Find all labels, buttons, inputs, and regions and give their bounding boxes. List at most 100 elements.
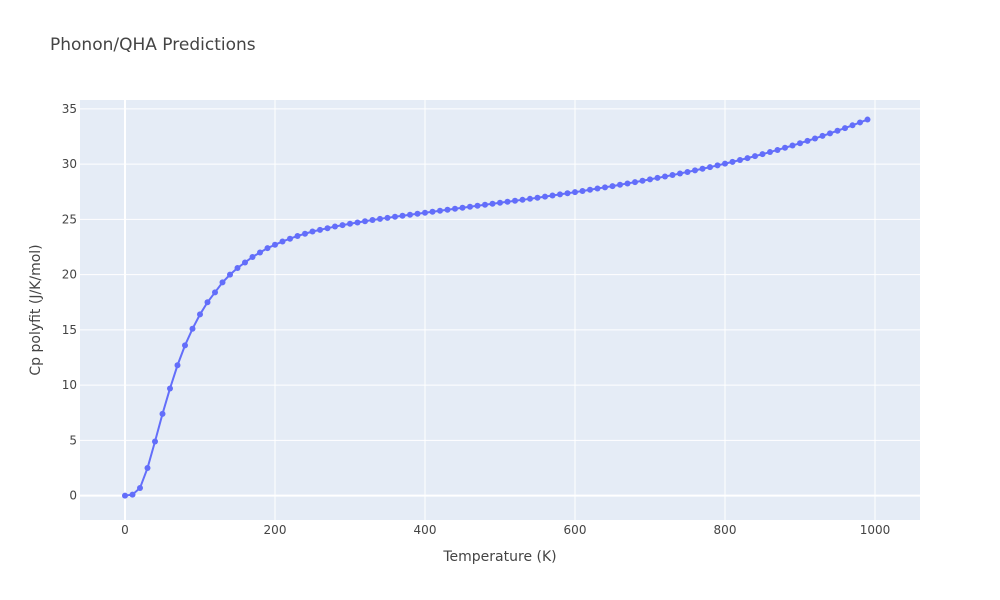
y-tick-label: 35 [62,102,77,116]
data-point [804,137,811,144]
data-point [512,197,518,204]
data-point [729,158,736,165]
data-point [437,207,443,214]
data-point [812,135,818,142]
data-point [774,146,781,153]
y-axis-label: Cp polyfit (J/K/mol) [28,244,44,375]
data-point [399,212,406,219]
data-point [152,438,158,445]
data-point [587,186,593,193]
data-point [707,164,713,171]
x-tick-label: 600 [564,523,587,537]
y-tick-label: 10 [62,378,77,392]
data-point [624,180,631,187]
series-line [124,118,868,497]
data-point [182,342,188,349]
data-point [414,210,421,217]
data-point [377,215,383,222]
data-point [189,325,196,332]
data-point [489,200,496,207]
y-tick-label: 5 [69,433,77,447]
x-tick-label: 200 [264,523,287,537]
data-point [759,151,766,158]
data-point [534,194,541,201]
data-point [309,228,316,235]
y-tick-label: 20 [62,268,77,282]
data-point [287,235,293,242]
data-point [549,192,556,199]
data-point [197,311,203,318]
data-point [429,208,436,215]
data-point [579,187,586,194]
data-point [129,491,136,498]
data-point [384,214,391,221]
x-tick-labels: 0 200 400 600 800 1000 [121,523,890,537]
data-point [744,155,751,162]
data-point [422,209,428,216]
data-point [339,222,346,229]
data-point [369,217,376,224]
data-point [362,218,368,225]
data-point [204,299,211,306]
data-point [849,122,856,129]
data-point [767,149,773,156]
data-point [834,127,841,134]
data-point [219,279,226,286]
data-point [264,245,271,252]
plot-area [80,100,920,520]
data-point [294,232,301,239]
data-point [242,259,248,266]
x-tick-label: 0 [121,523,129,537]
data-point [594,185,601,192]
y-tick-label: 25 [62,212,77,226]
data-point [354,219,361,226]
data-point [137,484,143,491]
data-point [692,167,698,174]
data-point [782,144,788,151]
x-axis-label: Temperature (K) [442,549,556,565]
data-point [174,362,181,369]
data-point [722,160,728,167]
data-point [662,173,668,180]
y-tick-label: 30 [62,157,77,171]
data-point [737,157,743,164]
data-point [459,204,466,211]
y-tick-labels: 0 5 10 15 20 25 30 35 [62,102,77,503]
data-point [542,193,548,200]
data-point [609,183,616,190]
data-point [564,190,571,197]
data-point [699,165,706,172]
data-point [842,125,848,132]
data-point [317,226,323,233]
data-point [302,230,308,237]
data-point [144,465,151,472]
data-point [392,213,398,220]
data-point [654,174,661,181]
data-point [519,196,526,203]
data-point [279,238,286,245]
data-point [497,199,503,206]
data-point [167,385,173,392]
x-tick-label: 800 [714,523,737,537]
data-point [632,179,638,186]
data-point [407,211,413,218]
data-point [452,205,458,212]
data-point [467,203,473,210]
data-point [797,140,803,147]
grid-lines [80,100,920,520]
data-point [474,202,481,209]
data-point [324,225,331,232]
data-point [857,119,863,126]
data-point [819,132,826,139]
data-point [572,189,578,196]
data-point [159,410,166,417]
data-point [752,153,758,160]
data-point [714,162,721,169]
data-point [227,271,233,278]
data-point [272,241,278,248]
data-point [234,265,241,271]
data-point [684,168,691,175]
data-point [602,184,608,191]
data-point [864,116,871,123]
